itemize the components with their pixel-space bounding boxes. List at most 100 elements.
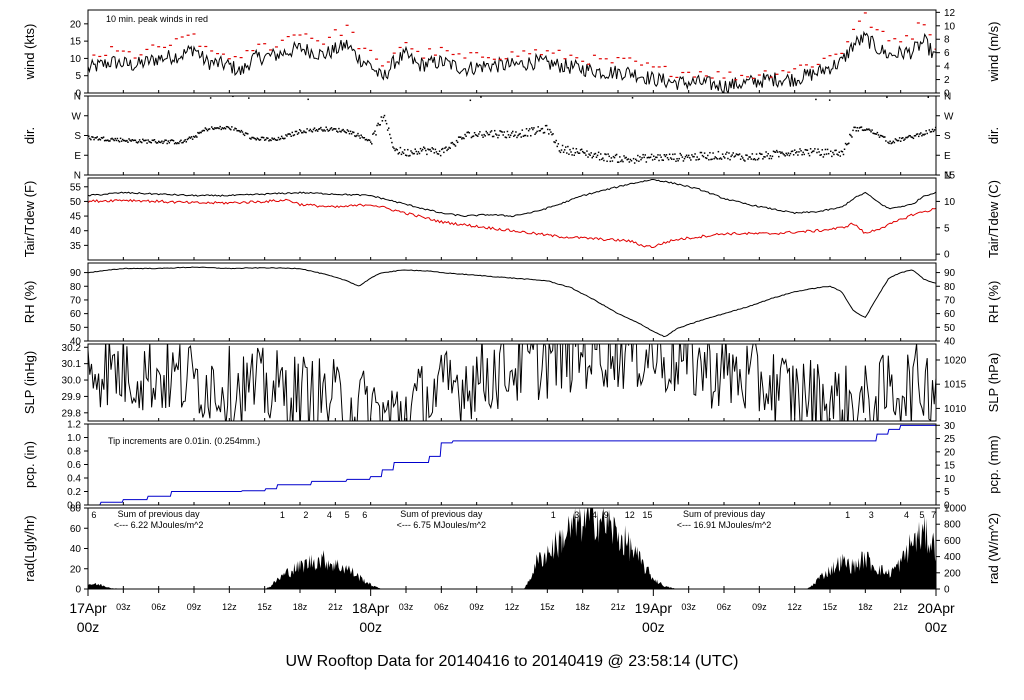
dir-dot [486,132,489,134]
dir-dot [837,154,839,156]
dir-dot [734,155,737,157]
dir-dot [380,116,383,118]
pcp-right-tick-label: 5 [944,487,950,498]
dir-dot [150,141,153,144]
dir-dot [753,158,756,160]
dir-dot [763,156,765,158]
dir-dot [856,126,858,129]
dir-dot [727,157,729,160]
dir-dot [725,153,727,155]
dir-dot [835,149,837,152]
dir-dot [798,151,800,153]
wind-left-tick-label: 5 [75,71,81,82]
dir-dot [554,141,556,144]
dir-dot [875,133,878,135]
dir-dot [644,154,646,156]
rad-daily-sum-title: Sum of previous day [400,509,483,519]
dir-dot [929,131,932,133]
dir-dot [495,133,497,135]
rad-series-radiation [88,508,936,589]
rad-hour-label: 6 [362,510,367,520]
dir-dot [618,161,620,163]
dir-dot [786,154,789,156]
time-axis-label: 03z [116,602,131,612]
time-axis-label: 06z [434,602,449,612]
dir-dot [204,127,207,129]
dir-dot [331,129,334,131]
dir-dot [372,133,374,135]
dir-dot [192,135,195,138]
dir-dot [563,149,566,151]
dir-dot [591,156,593,159]
rad-ylabel: rad(Lgly/hr) [22,515,37,581]
dir-dot [159,141,161,143]
dir-dot [793,149,796,151]
dir-dot [637,154,639,157]
dir-dot [289,133,291,136]
slp-left-tick-label: 29.9 [62,392,82,403]
time-axis-label: 06z [717,602,732,612]
dir-dot [156,142,159,144]
dir-dot [801,153,803,156]
dir-dot [225,125,228,128]
pcp-right-tick-label: 25 [944,434,956,445]
dir-dot [810,151,813,154]
rad-hour-label: 1 [551,510,556,520]
dir-dot [803,153,805,156]
dir-dot [909,135,911,137]
wind-ylabel: wind (kts) [22,24,37,81]
dir-dot [611,160,614,162]
rad-ylabel-right: rad (W/m^2) [986,513,1001,584]
dir-dot [824,148,827,151]
dir-dot [599,153,602,155]
dir-dot [404,154,407,156]
dir-dot [205,128,208,130]
dir-dot [790,150,793,153]
dir-dot [522,135,525,138]
dir-dot [692,155,694,158]
dir-dot [902,137,904,139]
dir-dot [663,154,666,156]
rh-right-tick-label: 60 [944,309,956,320]
dir-dot [272,138,274,141]
dir-dot [668,153,671,156]
dir-dot [678,157,680,160]
dir-dot [870,130,872,133]
dir-dot [602,157,604,159]
dir-dot [883,136,885,138]
dir-dot [694,153,696,155]
dir-dot [654,158,656,160]
dir-dot [113,139,115,142]
dir-dot [623,155,625,157]
dir-dot [541,127,544,130]
dir-dot [645,161,648,163]
dir-dot [604,153,606,155]
dir-dot [864,129,867,131]
dir-dot [570,151,572,153]
time-axis-label: 12z [787,602,802,612]
dir-dot [333,128,336,130]
dir-dot [386,129,389,131]
wind-right-tick-label: 12 [944,8,956,19]
rad-daily-sum-title: Sum of previous day [118,509,201,519]
dir-dot [698,158,701,160]
dir-dot [640,158,642,161]
dir-dot [884,136,886,138]
dir-dot [359,137,361,139]
dir-dot [934,126,936,129]
dir-dot [284,137,286,140]
dir-dot [861,129,864,131]
dir-dot [242,133,245,135]
dir-dot [780,152,782,154]
dir-dot [155,142,158,144]
dir-dot [548,133,550,135]
dir-dot [778,155,780,158]
time-axis-label: 15z [823,602,838,612]
pcp-right-tick-label: 20 [944,447,956,458]
time-axis-label: 21z [328,602,343,612]
dir-dot [375,134,377,136]
time-axis-label: 21z [893,602,908,612]
wind-peak-marks [92,12,936,81]
rad-right-tick-label: 0 [944,585,950,596]
dir-dot [666,157,669,159]
